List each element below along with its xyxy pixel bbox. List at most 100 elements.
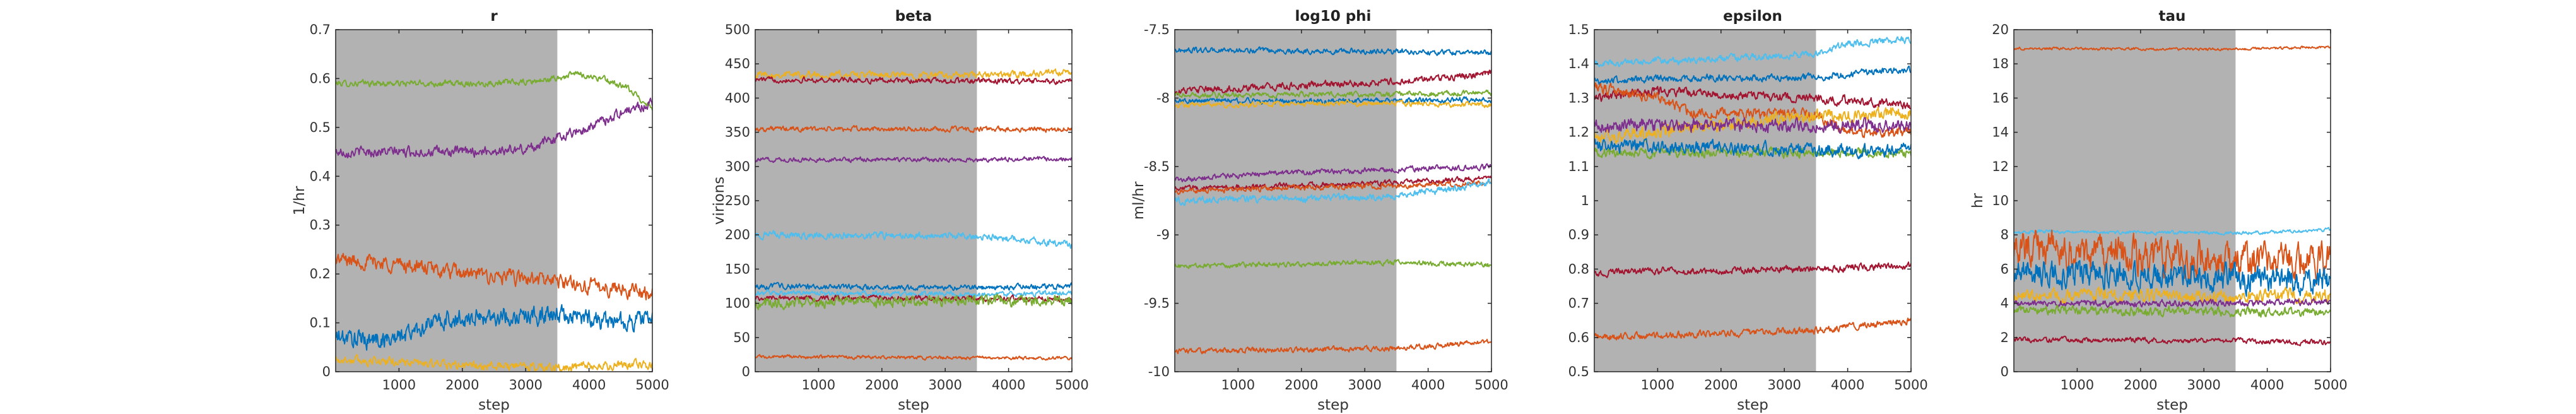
y-tick-label: 0.8 [1568, 261, 1589, 276]
y-tick-label: 14 [1992, 125, 2009, 140]
x-axis-label: step [478, 397, 510, 413]
y-tick-label: 100 [725, 296, 750, 311]
series-line [2014, 304, 2331, 318]
y-tick-label: 0.6 [310, 71, 331, 86]
y-tick-label: 12 [1992, 159, 2009, 174]
x-tick-label: 2000 [1704, 377, 1738, 393]
series-line [1175, 180, 1491, 195]
y-tick-label: 0 [2001, 364, 2009, 379]
series-line [2014, 227, 2331, 236]
y-tick-label: -9.5 [1144, 296, 1170, 311]
series-line [755, 281, 1072, 292]
y-tick-label: 1 [1581, 193, 1589, 208]
x-tick-label: 1000 [2061, 377, 2094, 393]
y-tick-label: 0.1 [310, 316, 331, 331]
y-axis-label: virions [711, 177, 727, 225]
series-line [1175, 338, 1491, 355]
x-tick-label: 4000 [992, 377, 1025, 393]
series-line [755, 289, 1072, 299]
series-line [1175, 163, 1491, 182]
y-tick-label: 0.5 [310, 120, 331, 135]
series-line [2014, 286, 2331, 305]
chart-r: 1000 2000 3000 4000 5000 0 0.1 0.2 0.3 0.4 0.5 0.6 0… [291, 8, 669, 413]
chart-epsilon: 1000 2000 3000 4000 5000 0.5 0.6 0.7 0.8 0.9 1 1.1 1… [1568, 8, 1928, 413]
axes-box [1174, 29, 1492, 372]
y-tick-label: 8 [2001, 227, 2009, 242]
x-tick-label: 1000 [382, 377, 416, 393]
x-axis-label: step [898, 397, 929, 413]
series-line [2014, 298, 2331, 308]
y-tick-label: 1.1 [1568, 159, 1589, 174]
series-line [1175, 99, 1491, 109]
x-tick-label: 1000 [1221, 377, 1255, 393]
y-tick-label: 0.6 [1568, 330, 1589, 345]
series-line [755, 68, 1072, 81]
y-tick-label: 150 [725, 261, 750, 276]
series-line [1175, 178, 1491, 206]
series-line [336, 71, 652, 111]
y-tick-label: 0.7 [310, 22, 331, 37]
series-line [755, 76, 1072, 85]
chart-log10-phi: 1000 2000 3000 4000 5000 -10 -9.5 -9 -8.5 -8 -7.5 l… [1131, 8, 1509, 413]
y-tick-label: 50 [733, 330, 750, 345]
x-tick-label: 4000 [2250, 377, 2284, 393]
burnin-shade [755, 30, 977, 372]
y-tick-label: -10 [1148, 364, 1170, 379]
x-tick-label: 5000 [1474, 377, 1508, 393]
series-line [755, 124, 1072, 133]
x-tick-label: 1000 [1641, 377, 1674, 393]
y-axis-label: hr [1970, 192, 1986, 208]
x-tick-label: 3000 [928, 377, 962, 393]
x-tick-label: 5000 [1055, 377, 1088, 393]
series-line [1175, 46, 1491, 56]
chart-tau: 1000 2000 3000 4000 5000 0 2 4 6 8 10 12 14 16 18 20 tau… [1970, 8, 2348, 413]
y-tick-label: 0 [322, 364, 331, 379]
y-tick-label: 1.5 [1568, 22, 1589, 37]
y-tick-label: 0.2 [310, 266, 331, 281]
y-tick-label: 18 [1992, 56, 2009, 71]
series-line [755, 230, 1072, 249]
chart-beta: 1000 2000 3000 4000 5000 0 50 100 150 200 250 300 35… [711, 8, 1089, 413]
series-line [1594, 86, 1911, 110]
x-tick-label: 1000 [802, 377, 835, 393]
y-tick-label: 0.5 [1568, 364, 1589, 379]
x-tick-label: 4000 [1831, 377, 1864, 393]
y-tick-label: 20 [1992, 22, 2009, 37]
series-line [336, 354, 652, 372]
x-tick-label: 3000 [1348, 377, 1381, 393]
series-line [1175, 259, 1491, 269]
series-line [755, 156, 1072, 163]
x-tick-label: 2000 [445, 377, 479, 393]
y-tick-label: 450 [725, 56, 750, 71]
burnin-shade [1594, 30, 1816, 372]
series-line [1594, 65, 1911, 86]
axes-box [335, 29, 653, 372]
series-line [1594, 317, 1911, 341]
x-tick-label: 3000 [1767, 377, 1801, 393]
chart-title: tau [2159, 8, 2186, 25]
y-tick-label: 0.7 [1568, 296, 1589, 311]
x-axis-label: step [2156, 397, 2188, 413]
y-tick-label: 6 [2001, 261, 2009, 276]
series-line [336, 252, 652, 300]
y-tick-label: 10 [1992, 193, 2009, 208]
y-tick-label: 2 [2001, 330, 2009, 345]
series-line [1594, 106, 1911, 145]
x-tick-label: 4000 [572, 377, 606, 393]
chart-title: epsilon [1723, 8, 1782, 25]
y-tick-label: 0.4 [310, 169, 331, 184]
y-tick-label: -7.5 [1144, 22, 1170, 37]
series-line [336, 97, 652, 158]
series-line [2014, 259, 2331, 297]
series-line [2014, 45, 2331, 52]
y-tick-label: 1.2 [1568, 125, 1589, 140]
x-tick-label: 3000 [509, 377, 542, 393]
chart-title: r [490, 8, 498, 25]
x-tick-label: 5000 [2314, 377, 2347, 393]
y-tick-label: 250 [725, 193, 750, 208]
series-line [1594, 146, 1911, 160]
chart-title: beta [895, 8, 932, 25]
y-axis-label: ml/hr [1131, 181, 1147, 220]
y-tick-label: 1.4 [1568, 56, 1589, 71]
